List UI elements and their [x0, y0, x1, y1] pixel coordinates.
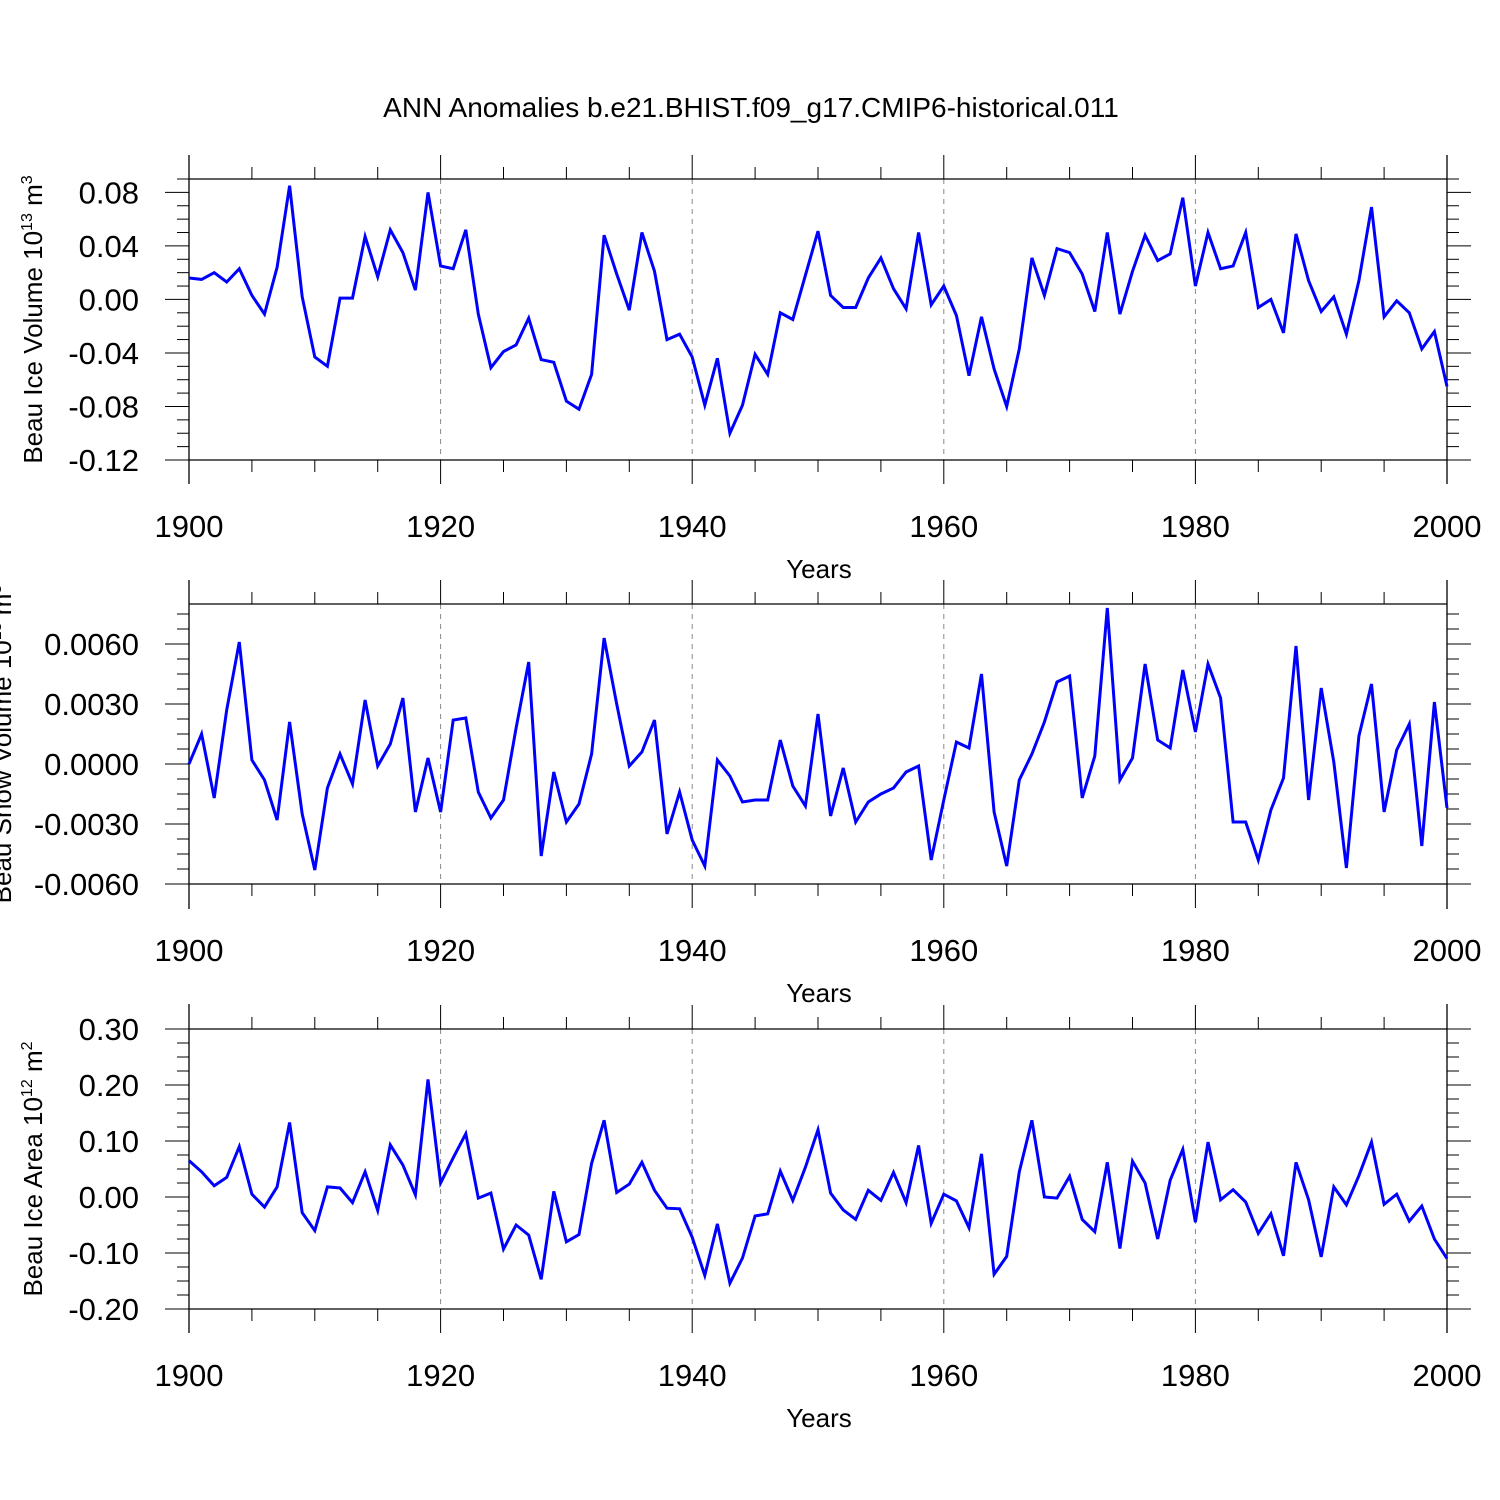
series-line [188, 185, 1449, 439]
x-tick-label: 1940 [658, 509, 727, 544]
y-tick-label: -0.10 [68, 1236, 139, 1271]
y-axis-title: Beau Ice Area 1012 m2 [18, 1041, 48, 1296]
y-tick-label: -0.20 [68, 1292, 139, 1327]
x-tick-label: 1980 [1161, 509, 1230, 544]
x-tick-label: 1920 [406, 509, 475, 544]
x-tick-label: 1940 [658, 1358, 727, 1393]
x-tick-label: 1960 [909, 1358, 978, 1393]
y-tick-label: 0.00 [79, 1180, 139, 1215]
y-tick-label: 0.0000 [44, 747, 139, 782]
y-axis-title: Beau Snow Volume 1013 m3 [0, 585, 17, 904]
x-tick-label: 1940 [658, 933, 727, 968]
x-tick-label: 1900 [155, 933, 224, 968]
x-tick-label: 1960 [909, 933, 978, 968]
x-tick-label: 1920 [406, 933, 475, 968]
y-tick-label: 0.20 [79, 1068, 139, 1103]
y-axis-title: Beau Ice Volume 1013 m3 [18, 175, 48, 463]
y-tick-label: 0.0060 [44, 627, 139, 662]
series-line [188, 1079, 1449, 1288]
y-tick-label: -0.0030 [34, 807, 139, 842]
y-tick-label: 0.30 [79, 1012, 139, 1047]
x-axis-title: Years [786, 1403, 852, 1433]
x-tick-label: 1920 [406, 1358, 475, 1393]
panel-3: 1900 1920 1940 1960 1980 2000 -0.20 -0.10 0.00 0.… [18, 1004, 1481, 1433]
x-tick-label: 2000 [1413, 509, 1482, 544]
chart-panels: 1900 1920 1940 1960 1980 2000 -0.12 -0.08 -0.04 0… [0, 155, 1481, 1433]
x-tick-label: 1900 [155, 509, 224, 544]
y-tick-label: 0.10 [79, 1124, 139, 1159]
y-tick-label: 0.0030 [44, 687, 139, 722]
x-tick-label: 1980 [1161, 1358, 1230, 1393]
panel-2: 1900 1920 1940 1960 1980 2000 -0.0060 -0.0030 0.… [0, 580, 1481, 1008]
series-line [187, 607, 1449, 872]
x-tick-label: 2000 [1413, 933, 1482, 968]
x-tick-label: 1960 [909, 509, 978, 544]
x-axis-title: Years [786, 978, 852, 1008]
x-tick-label: 2000 [1413, 1358, 1482, 1393]
y-tick-label: 0.08 [79, 175, 139, 210]
chart-title: ANN Anomalies b.e21.BHIST.f09_g17.CMIP6-… [383, 92, 1119, 123]
y-tick-label: -0.08 [68, 389, 139, 424]
x-axis-title: Years [786, 554, 852, 584]
y-tick-label: -0.0060 [34, 867, 139, 902]
panel-1: 1900 1920 1940 1960 1980 2000 -0.12 -0.08 -0.04 0… [18, 155, 1481, 584]
y-tick-label: 0.04 [79, 229, 139, 264]
y-tick-label: -0.04 [68, 336, 139, 371]
y-tick-label: 0.00 [79, 282, 139, 317]
x-tick-label: 1980 [1161, 933, 1230, 968]
x-tick-label: 1900 [155, 1358, 224, 1393]
y-tick-label: -0.12 [68, 443, 139, 478]
